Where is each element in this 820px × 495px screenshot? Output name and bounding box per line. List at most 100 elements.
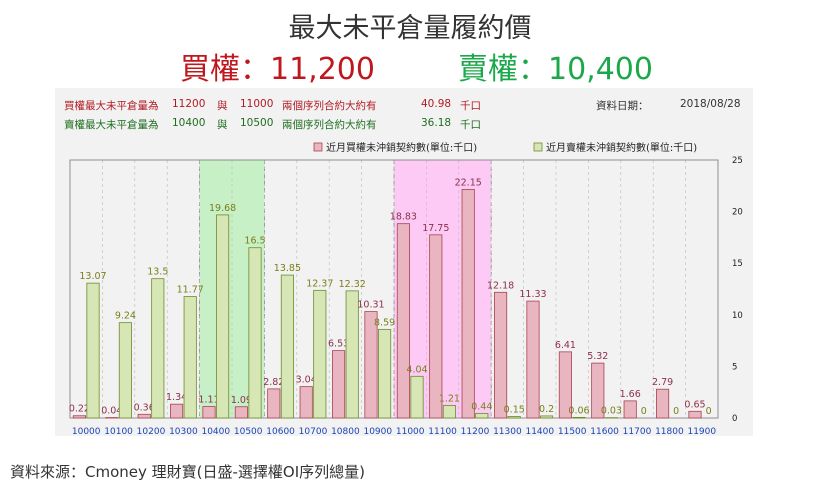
buy-max-strike: 買權：11,200 [180, 52, 375, 87]
put-bar-10400 [216, 214, 230, 419]
y-tick-label: 20 [732, 208, 743, 218]
call-bar-11900 [688, 410, 702, 419]
call-bar-11100 [429, 234, 443, 419]
x-tick-label: 10700 [299, 427, 328, 437]
call-value-label-10900: 10.31 [357, 300, 384, 311]
call-bar-11300 [494, 291, 508, 419]
put-value-label-11100: 1.21 [439, 394, 460, 405]
x-tick-label: 11200 [461, 427, 490, 437]
highlight-band-1 [394, 160, 492, 418]
page-title: 最大未平倉量履約價 [288, 13, 532, 44]
call-value-label-10300: 1.34 [166, 392, 187, 403]
put-bar-10300 [183, 296, 197, 419]
y-tick-label: 25 [732, 156, 743, 166]
y-tick-label: 5 [732, 362, 737, 372]
y-tick-label: 10 [732, 311, 743, 321]
put-value-label-10900: 8.59 [374, 317, 395, 328]
call-bar-11400 [526, 300, 540, 419]
legend-label-0: 近月買權未沖銷契約數(單位:千口) [326, 141, 477, 154]
put-bar-11400 [540, 415, 554, 419]
call-value-label-11400: 11.33 [519, 289, 546, 300]
call-value-label-10500: 1.09 [231, 395, 252, 406]
date-label: 資料日期： [596, 100, 649, 112]
call-value-label-11900: 0.65 [684, 399, 705, 410]
call-bar-10300 [170, 403, 184, 419]
buy-info-strike: 11200 [172, 98, 206, 110]
put-value-label-11500: 0.06 [568, 405, 589, 416]
call-value-label-10800: 6.53 [328, 339, 349, 350]
put-bar-11300 [507, 416, 521, 419]
call-value-label-11300: 12.18 [487, 280, 514, 291]
call-value-label-11600: 5.32 [587, 351, 608, 362]
x-tick-label: 10100 [104, 427, 133, 437]
call-bar-10500 [234, 406, 248, 419]
x-tick-label: 10600 [266, 427, 295, 437]
put-value-label-10700: 12.37 [306, 278, 333, 289]
put-value-label-11200: 0.44 [471, 401, 492, 412]
put-bar-10200 [151, 278, 165, 419]
call-value-label-10200: 0.36 [134, 402, 155, 413]
x-tick-label: 11600 [590, 427, 619, 437]
call-bar-10800 [332, 350, 346, 419]
legend-label-1: 近月賣權未沖銷契約數(單位:千口) [546, 141, 697, 154]
put-bar-10600 [280, 274, 294, 419]
y-tick-label: 15 [732, 259, 743, 269]
call-bar-10000 [72, 415, 86, 419]
put-bar-10100 [118, 322, 132, 419]
call-bar-11600 [591, 362, 605, 419]
put-value-label-11000: 4.04 [406, 364, 427, 375]
call-value-label-11000: 18.83 [390, 212, 417, 223]
x-tick-label: 10200 [137, 427, 166, 437]
plot-frame [69, 159, 719, 419]
put-value-label-11800: 0 [673, 406, 679, 417]
x-tick-label: 10500 [234, 427, 263, 437]
sell-info-label: 賣權最大未平倉量為 [64, 119, 159, 131]
put-value-label-10300: 11.77 [177, 285, 204, 296]
sell-info-amount: 36.18 [421, 117, 452, 129]
x-tick-label: 10900 [363, 427, 392, 437]
buy-info-label: 買權最大未平倉量為 [64, 100, 159, 112]
sell-info-second: 10500 [240, 117, 274, 129]
call-bar-11500 [558, 351, 572, 419]
buy-info-amount: 40.98 [421, 98, 452, 110]
x-tick-label: 10000 [72, 427, 101, 437]
call-bar-11700 [623, 400, 637, 419]
put-value-label-11400: 0.2 [539, 404, 554, 415]
date-value: 2018/08/28 [680, 98, 741, 110]
x-tick-label: 10300 [169, 427, 198, 437]
sell-info-range-label: 兩個序列合約大約有 [282, 119, 377, 131]
call-bar-10700 [299, 386, 313, 419]
call-value-label-11500: 6.41 [555, 340, 576, 351]
x-tick-label: 11500 [558, 427, 587, 437]
call-value-label-10000: 0.22 [69, 404, 90, 415]
sell-info-unit: 千口 [460, 119, 481, 131]
x-tick-label: 11400 [525, 427, 554, 437]
buy-info-unit: 千口 [460, 100, 481, 112]
buy-info-range-label: 兩個序列合約大約有 [282, 100, 377, 112]
put-value-label-10800: 12.32 [339, 279, 366, 290]
call-bar-11200 [461, 189, 475, 419]
source-note: 資料來源：Cmoney 理財寶(日盛-選擇權OI序列總量) [10, 463, 365, 481]
put-value-label-11300: 0.15 [504, 404, 525, 415]
call-value-label-10600: 2.82 [263, 377, 284, 388]
put-bar-10700 [313, 289, 327, 419]
sell-info-and: 與 [217, 119, 228, 131]
x-tick-label: 11800 [655, 427, 684, 437]
call-bar-10400 [202, 406, 216, 419]
put-bar-11100 [442, 405, 456, 419]
x-tick-label: 11900 [687, 427, 716, 437]
sell-info-strike: 10400 [172, 117, 206, 129]
buy-info-and: 與 [217, 100, 228, 112]
sell-max-strike: 賣權：10,400 [458, 52, 653, 87]
put-value-label-10000: 13.07 [79, 271, 106, 282]
x-tick-label: 10800 [331, 427, 360, 437]
call-value-label-11700: 1.66 [620, 389, 641, 400]
x-tick-label: 11100 [428, 427, 457, 437]
call-bar-10600 [267, 388, 281, 419]
put-value-label-10500: 16.5 [244, 236, 265, 247]
x-tick-label: 11700 [623, 427, 652, 437]
put-bar-11200 [475, 413, 489, 419]
put-value-label-11600: 0.03 [601, 406, 622, 417]
put-value-label-11700: 0 [641, 406, 647, 417]
